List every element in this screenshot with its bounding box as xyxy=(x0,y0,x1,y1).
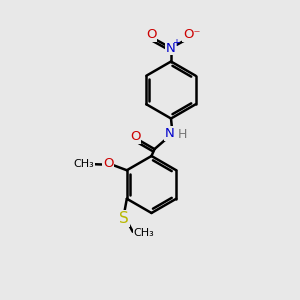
Text: CH₃: CH₃ xyxy=(134,228,154,238)
Text: O: O xyxy=(146,28,157,41)
Text: H: H xyxy=(177,128,187,142)
Text: CH₃: CH₃ xyxy=(73,159,94,169)
Text: O⁻: O⁻ xyxy=(183,28,201,41)
Text: O: O xyxy=(103,157,113,169)
Text: N: N xyxy=(166,41,176,55)
Text: N: N xyxy=(165,127,175,140)
Text: S: S xyxy=(119,211,129,226)
Text: O: O xyxy=(130,130,141,143)
Text: +: + xyxy=(172,38,180,48)
